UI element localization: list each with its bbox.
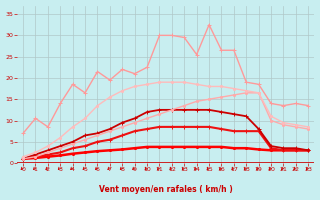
X-axis label: Vent moyen/en rafales ( km/h ): Vent moyen/en rafales ( km/h ): [99, 185, 233, 194]
